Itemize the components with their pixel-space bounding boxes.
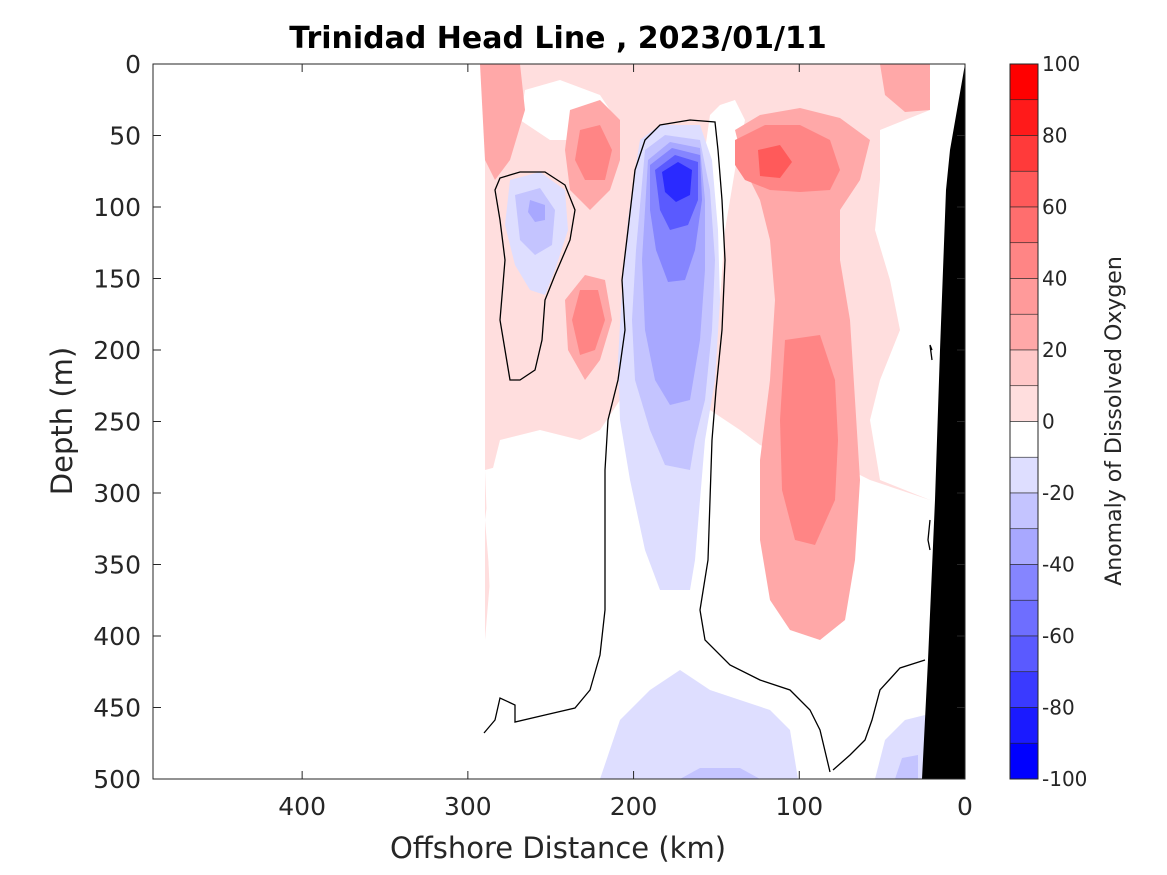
colorbar-tick-label: 100 [1042, 52, 1080, 76]
colorbar-segment [1009, 671, 1039, 708]
colorbar-tick-label: 20 [1042, 338, 1067, 362]
colorbar-frame [1009, 63, 1039, 780]
colorbar-segment [1009, 170, 1039, 208]
x-axis-label: Offshore Distance (km) [390, 831, 726, 865]
y-tick-label: 100 [93, 193, 141, 222]
region-negative-core [662, 162, 692, 202]
y-tick-label: 350 [93, 551, 141, 580]
region-negative-bottom-medium [680, 768, 760, 779]
colorbar-segment [1009, 564, 1039, 601]
colorbar-tick-label: -100 [1042, 767, 1087, 791]
region-positive-strong-c [575, 125, 612, 180]
colorbar-segment [1009, 206, 1039, 244]
colorbar-tick-label: -40 [1042, 553, 1075, 577]
colorbar-label: Anomaly of Dissolved Oxygen [1102, 256, 1127, 586]
y-axis: 0 50 100 150 200 250 300 350 400 450 500 [93, 50, 965, 794]
colorbar-segment [1009, 242, 1039, 279]
region-positive-medium-e [880, 64, 930, 112]
bathymetry [922, 64, 965, 779]
y-tick-label: 50 [109, 122, 141, 151]
x-axis: 400 300 200 100 0 [278, 64, 973, 821]
colorbar-segment [1009, 635, 1039, 673]
colorbar-segment [1009, 278, 1039, 315]
colorbar-segment [1009, 349, 1039, 387]
y-tick-label: 450 [93, 694, 141, 723]
colorbar-tick-label: -80 [1042, 696, 1075, 720]
region-negative-bottom [600, 670, 798, 779]
colorbar-tick-label: 80 [1042, 124, 1067, 148]
y-tick-label: 0 [125, 50, 141, 79]
y-tick-label: 400 [93, 622, 141, 651]
x-tick-label: 300 [444, 792, 492, 821]
y-tick-label: 150 [93, 265, 141, 294]
colorbar-segment [1009, 492, 1039, 530]
y-tick-label: 250 [93, 408, 141, 437]
y-axis-label: Depth (m) [45, 347, 79, 495]
y-tick-label: 200 [93, 336, 141, 365]
colorbar-segment [1009, 707, 1039, 744]
colorbar-segment [1009, 421, 1039, 458]
colorbar-tick-label: -20 [1042, 481, 1075, 505]
x-tick-label: 0 [957, 792, 973, 821]
region-negative-bottom-right-medium [895, 755, 918, 779]
colorbar-segment [1009, 456, 1039, 494]
colorbar-tick-label: 0 [1042, 410, 1055, 434]
y-tick-label: 300 [93, 479, 141, 508]
region-positive-medium-d [480, 64, 525, 180]
region-positive-core [758, 145, 792, 178]
colorbar-tick-label: 60 [1042, 195, 1067, 219]
y-tick-label: 500 [93, 765, 141, 794]
colorbar-segment [1009, 599, 1039, 637]
x-tick-label: 100 [775, 792, 823, 821]
region-neutral-lower [485, 440, 610, 600]
x-tick-label: 400 [278, 792, 326, 821]
region-positive-strong-b [780, 335, 838, 545]
colorbar: 100 80 60 40 20 0 -20 -40 -60 -80 -100 [1009, 52, 1087, 791]
anomaly-field [480, 64, 965, 779]
colorbar-tick-label: 40 [1042, 267, 1067, 291]
colorbar-segment [1009, 63, 1039, 101]
chart-title: Trinidad Head Line , 2023/01/11 [289, 21, 826, 56]
x-tick-label: 200 [610, 792, 658, 821]
colorbar-segment [1009, 385, 1039, 422]
colorbar-segment [1009, 528, 1039, 565]
colorbar-segment [1009, 742, 1039, 780]
region-negative-strong-lobe [528, 200, 545, 222]
region-positive-strong-d [572, 290, 605, 355]
colorbar-tick-label: -60 [1042, 624, 1075, 648]
zero-contour [483, 119, 933, 773]
colorbar-segment [1009, 99, 1039, 136]
region-neutral-right [870, 110, 930, 500]
colorbar-segment [1009, 313, 1039, 351]
colorbar-segment [1009, 135, 1039, 172]
